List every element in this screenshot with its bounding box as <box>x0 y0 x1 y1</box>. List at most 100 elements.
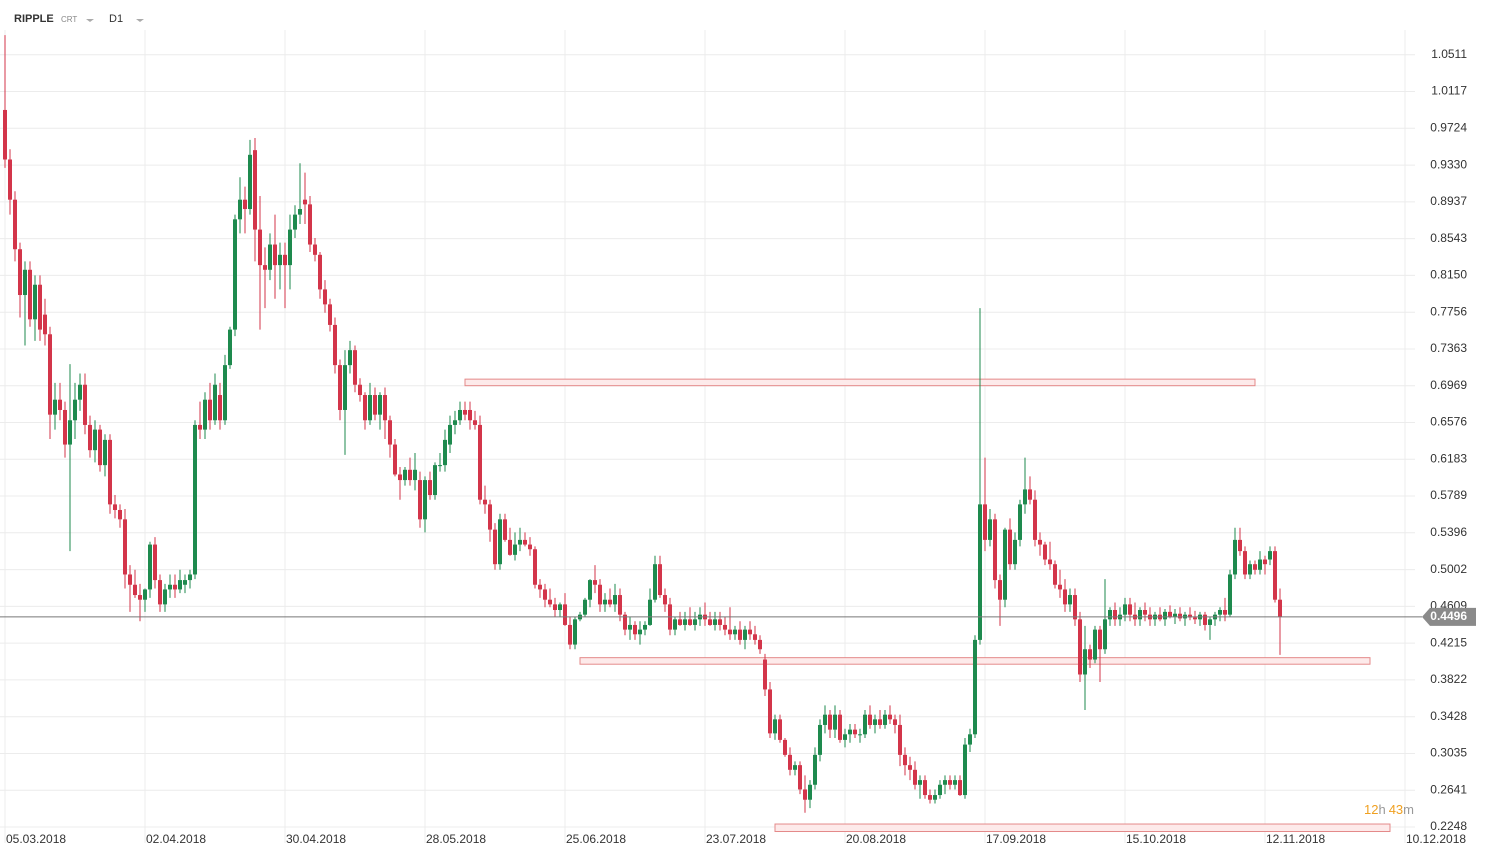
x-tick-label: 30.04.2018 <box>286 832 346 846</box>
candle-body <box>743 629 747 640</box>
candle-body <box>38 284 42 330</box>
candle-body <box>323 289 327 305</box>
candle-body <box>508 539 512 555</box>
candle-body <box>1088 649 1092 660</box>
dropdown-arrow[interactable] <box>86 19 94 22</box>
candle-body <box>368 395 372 421</box>
candle-body <box>483 499 487 505</box>
candle-body <box>1168 611 1172 617</box>
countdown-hours: 12 <box>1364 802 1378 817</box>
candle-body <box>913 769 917 785</box>
candle-body <box>653 564 657 600</box>
candle-body <box>158 580 162 605</box>
candle-body <box>168 584 172 590</box>
candle-body <box>658 564 662 596</box>
candle-body <box>1178 613 1182 619</box>
dropdown-arrow[interactable] <box>136 19 144 22</box>
timeframe[interactable]: D1 <box>109 13 123 25</box>
candle-body <box>748 629 752 635</box>
candle-body <box>1258 559 1262 570</box>
candle-body <box>358 384 362 396</box>
y-tick-label: 0.5789 <box>1430 488 1467 502</box>
candle-body <box>198 424 202 430</box>
y-tick-label: 0.6969 <box>1430 378 1467 392</box>
candle-body <box>1108 609 1112 620</box>
candle-body <box>23 269 27 296</box>
candle-body <box>628 624 632 630</box>
candle-body <box>13 199 17 250</box>
candle-body <box>978 504 982 640</box>
y-tick-label: 0.5002 <box>1430 562 1467 576</box>
candle-body <box>163 589 167 605</box>
y-tick-label: 0.2641 <box>1430 782 1467 796</box>
candle-body <box>1013 539 1017 565</box>
candle-body <box>988 519 992 540</box>
candle-body <box>733 629 737 635</box>
candle-body <box>58 399 62 410</box>
y-tick-label: 0.8937 <box>1430 194 1467 208</box>
candle-body <box>1218 609 1222 615</box>
candle-body <box>1073 595 1077 620</box>
candle-body <box>218 395 222 421</box>
candle-body <box>88 424 92 451</box>
x-tick-label: 23.07.2018 <box>706 832 766 846</box>
countdown: 12h 43m <box>1364 802 1414 817</box>
candle-body <box>608 599 612 605</box>
candle-body <box>863 714 867 735</box>
x-tick-label: 17.09.2018 <box>986 832 1046 846</box>
candle-body <box>208 399 212 421</box>
candle-body <box>1233 539 1237 575</box>
candle-body <box>258 229 262 266</box>
candle-body <box>693 619 697 625</box>
candle-body <box>423 480 427 520</box>
candle-body <box>128 574 132 585</box>
y-tick-label: 0.4215 <box>1430 635 1467 649</box>
candle-body <box>723 624 727 630</box>
candle-body <box>1098 629 1102 650</box>
candle-body <box>213 384 217 421</box>
candle-body <box>673 619 677 630</box>
candle-body <box>543 589 547 600</box>
candle-body <box>418 480 422 520</box>
candle-body <box>598 584 602 605</box>
candle-body <box>848 729 852 735</box>
candle-body <box>223 365 227 421</box>
candle-body <box>238 199 242 220</box>
candle-body <box>33 284 37 320</box>
candle-body <box>3 109 7 160</box>
candle-body <box>1008 529 1012 565</box>
symbol[interactable]: RIPPLE <box>14 13 54 25</box>
candle-body <box>103 439 107 466</box>
y-tick-label: 0.3822 <box>1430 672 1467 686</box>
y-tick-label: 0.6576 <box>1430 415 1467 429</box>
candle-body <box>1078 619 1082 675</box>
candle-body <box>813 754 817 785</box>
candle-body <box>593 580 597 585</box>
candle-body <box>738 629 742 640</box>
candle-body <box>633 624 637 635</box>
candle-body <box>68 420 72 445</box>
candle-body <box>1188 614 1192 618</box>
candle-body <box>1003 529 1007 600</box>
candle-body <box>643 624 647 630</box>
y-tick-label: 0.9330 <box>1430 157 1467 171</box>
candle-body <box>603 599 607 605</box>
candle-body <box>638 629 642 635</box>
y-tick-label: 1.0117 <box>1431 84 1467 98</box>
candle-body <box>588 580 592 600</box>
candle-body <box>923 780 927 796</box>
candle-body <box>713 619 717 625</box>
source[interactable]: CRT <box>61 15 77 24</box>
candle-body <box>708 619 712 625</box>
candle-body <box>683 619 687 625</box>
candle-body <box>1053 564 1057 585</box>
zones <box>464 378 1391 833</box>
grid <box>0 30 1415 843</box>
candle-body <box>48 334 52 415</box>
candle-body <box>388 420 392 445</box>
candle-body <box>948 780 952 785</box>
candle-body <box>148 544 152 590</box>
candle-body <box>453 420 457 425</box>
candle-body <box>958 780 962 796</box>
